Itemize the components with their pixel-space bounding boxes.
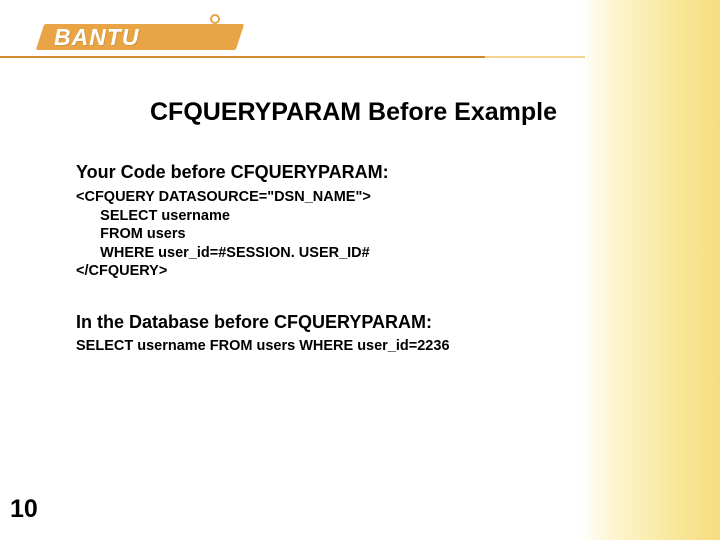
divider-left <box>0 56 485 58</box>
logo-text: BANTU <box>54 24 140 51</box>
section1-code: <CFQUERY DATASOURCE="DSN_NAME"> SELECT u… <box>76 188 371 281</box>
divider-right <box>485 56 585 58</box>
logo-ring-icon <box>210 14 220 24</box>
section2-heading: In the Database before CFQUERYPARAM: <box>76 312 432 333</box>
section2-code: SELECT username FROM users WHERE user_id… <box>76 338 450 354</box>
logo: BANTU <box>40 12 240 58</box>
page-number: 10 <box>10 495 38 524</box>
slide-title: CFQUERYPARAM Before Example <box>150 98 557 127</box>
section1-heading: Your Code before CFQUERYPARAM: <box>76 162 389 183</box>
background-gradient <box>580 0 720 540</box>
